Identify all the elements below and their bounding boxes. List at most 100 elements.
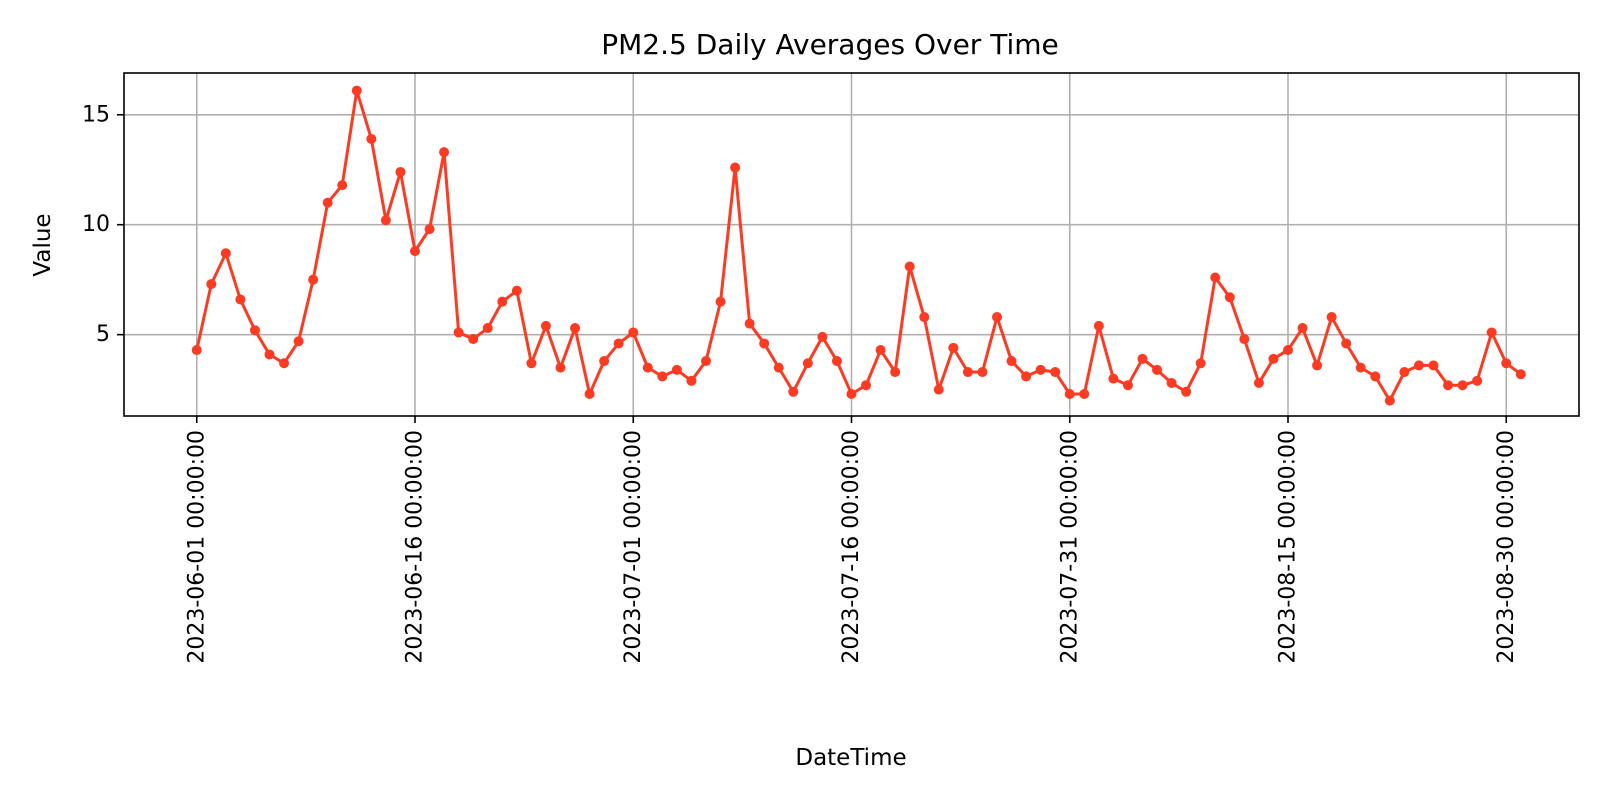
data-point-38 — [744, 318, 755, 329]
data-point-49 — [904, 261, 915, 272]
data-point-11 — [351, 85, 362, 96]
plot-area-frame — [123, 72, 1580, 417]
data-point-86 — [1443, 380, 1454, 391]
data-point-68 — [1181, 386, 1192, 397]
data-point-90 — [1501, 358, 1512, 369]
data-point-18 — [453, 327, 464, 338]
chart-title: PM2.5 Daily Averages Over Time — [601, 28, 1058, 61]
x-tick-label-4: 2023-07-31 00:00:00 — [1057, 430, 1082, 664]
data-point-14 — [395, 166, 406, 177]
data-point-89 — [1486, 327, 1497, 338]
data-point-65 — [1137, 353, 1148, 364]
data-point-10 — [337, 180, 348, 191]
data-point-32 — [657, 371, 668, 382]
data-point-24 — [540, 320, 551, 331]
data-point-50 — [919, 312, 930, 323]
data-point-79 — [1341, 338, 1352, 349]
data-point-42 — [802, 358, 813, 369]
data-point-73 — [1253, 378, 1264, 389]
data-point-41 — [788, 386, 799, 397]
data-point-77 — [1312, 360, 1323, 371]
y-tick-label-2: 15 — [82, 102, 110, 127]
data-point-70 — [1210, 272, 1221, 283]
data-point-53 — [962, 367, 973, 378]
data-point-23 — [526, 358, 537, 369]
data-point-81 — [1370, 371, 1381, 382]
data-point-4 — [249, 325, 260, 336]
y-axis-label: Value — [30, 213, 56, 276]
data-point-27 — [584, 389, 595, 400]
x-tick-label-6: 2023-08-30 00:00:00 — [1494, 430, 1519, 664]
grid-lines — [124, 73, 1579, 416]
data-point-78 — [1326, 312, 1337, 323]
data-point-59 — [1050, 367, 1061, 378]
data-point-58 — [1035, 364, 1046, 375]
data-point-7 — [293, 336, 304, 347]
data-point-43 — [817, 331, 828, 342]
data-point-20 — [482, 323, 493, 334]
data-point-75 — [1283, 345, 1293, 356]
data-point-71 — [1224, 292, 1235, 303]
data-point-45 — [846, 389, 857, 400]
series-line-0 — [195, 89, 1522, 403]
data-point-80 — [1355, 362, 1366, 373]
data-point-62 — [1093, 320, 1104, 331]
data-point-22 — [511, 285, 522, 296]
x-tick-label-2: 2023-07-01 00:00:00 — [621, 430, 646, 664]
data-point-54 — [977, 367, 988, 378]
data-point-3 — [235, 294, 246, 305]
data-point-67 — [1166, 378, 1177, 389]
data-point-85 — [1428, 360, 1439, 371]
data-point-57 — [1021, 371, 1032, 382]
x-tick-label-5: 2023-08-15 00:00:00 — [1276, 430, 1301, 664]
data-point-52 — [948, 342, 959, 353]
data-point-82 — [1384, 395, 1395, 406]
data-point-19 — [468, 334, 479, 345]
data-point-31 — [642, 362, 653, 373]
data-point-64 — [1122, 380, 1133, 391]
data-point-83 — [1399, 367, 1410, 378]
data-point-72 — [1239, 334, 1250, 345]
data-point-25 — [555, 362, 566, 373]
data-point-2 — [220, 248, 231, 259]
data-point-55 — [992, 312, 1002, 323]
data-point-17 — [439, 147, 450, 158]
data-point-88 — [1472, 375, 1483, 386]
data-point-8 — [308, 274, 319, 285]
data-point-21 — [497, 296, 508, 307]
data-point-91 — [1515, 369, 1526, 380]
data-point-47 — [875, 345, 886, 356]
data-point-5 — [264, 349, 275, 360]
data-point-13 — [380, 215, 391, 226]
x-tick-label-0: 2023-06-01 00:00:00 — [184, 430, 209, 664]
data-point-51 — [933, 384, 944, 395]
data-point-74 — [1268, 353, 1279, 364]
data-point-1 — [206, 279, 217, 290]
data-point-16 — [424, 224, 435, 235]
data-point-30 — [628, 327, 639, 338]
data-point-60 — [1064, 389, 1075, 400]
data-point-33 — [671, 364, 682, 375]
data-point-87 — [1457, 380, 1468, 391]
data-point-44 — [831, 356, 842, 367]
data-point-29 — [613, 338, 624, 349]
data-point-66 — [1152, 364, 1163, 375]
x-axis-label: DateTime — [795, 745, 906, 771]
data-point-63 — [1108, 373, 1119, 384]
data-point-9 — [322, 197, 333, 208]
data-point-35 — [701, 356, 711, 367]
data-point-76 — [1297, 323, 1308, 334]
data-point-46 — [861, 380, 872, 391]
data-point-0 — [191, 345, 202, 356]
data-point-56 — [1006, 356, 1017, 367]
axis-ticks: 2023-06-01 00:00:00 2023-06-16 00:00:00 20… — [82, 102, 1519, 663]
data-point-26 — [570, 323, 581, 334]
y-tick-label-1: 10 — [82, 212, 110, 237]
data-point-40 — [773, 362, 784, 373]
data-point-6 — [279, 358, 290, 369]
series-pm25 — [191, 85, 1526, 406]
data-point-61 — [1079, 389, 1090, 400]
x-tick-label-3: 2023-07-16 00:00:00 — [839, 430, 864, 664]
data-point-28 — [599, 356, 610, 367]
